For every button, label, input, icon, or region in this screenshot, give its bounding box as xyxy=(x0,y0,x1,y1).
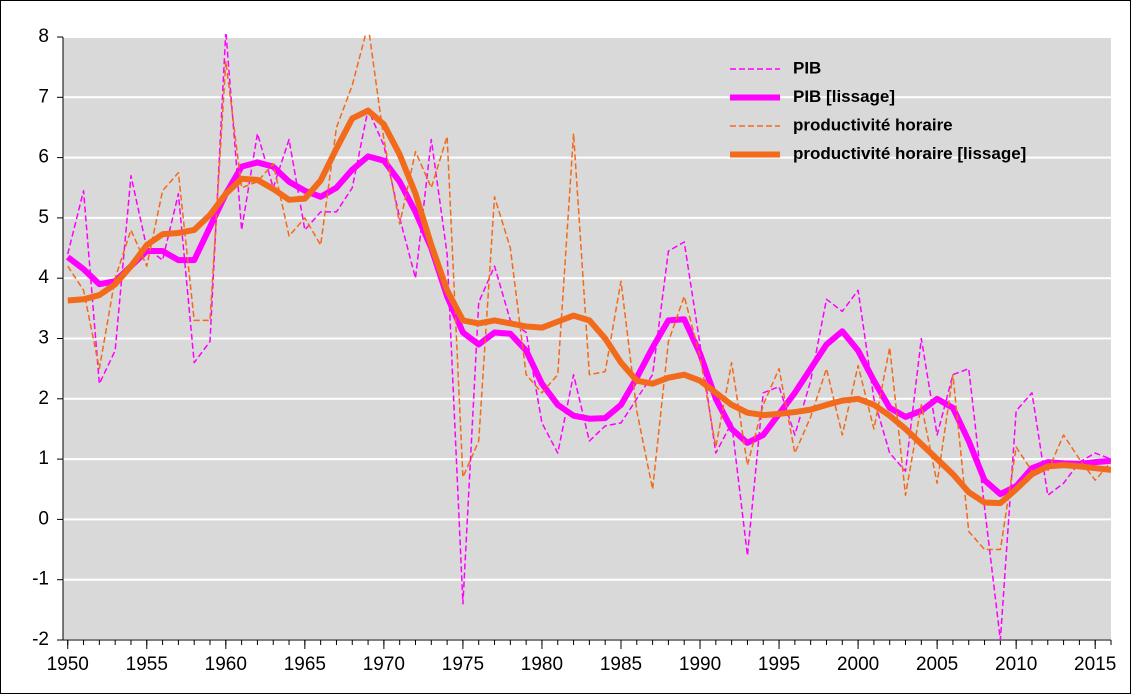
y-tick-label: 0 xyxy=(38,508,49,529)
x-tick-label: 1990 xyxy=(679,654,721,675)
x-tick-label: 1955 xyxy=(126,654,168,675)
x-tick-label: 1950 xyxy=(47,654,89,675)
y-tick-label: 3 xyxy=(38,328,49,349)
y-tick-label: 4 xyxy=(38,267,49,288)
legend-label: productivité horaire xyxy=(793,115,953,134)
y-tick-label: 7 xyxy=(38,86,49,107)
x-tick-label: 2005 xyxy=(916,654,958,675)
x-tick-label: 1985 xyxy=(600,654,642,675)
series-line xyxy=(67,107,1111,507)
x-tick-label: 1975 xyxy=(442,654,484,675)
x-tick-label: 2010 xyxy=(995,654,1037,675)
y-tick-label: 6 xyxy=(38,147,49,168)
legend-label: PIB [lissage] xyxy=(793,87,895,106)
series-line xyxy=(67,34,1111,641)
x-tick-label: 1965 xyxy=(284,654,326,675)
y-tick-label: 1 xyxy=(38,448,49,469)
series-line xyxy=(67,34,1111,551)
y-tick-label: 8 xyxy=(38,26,49,47)
series-line xyxy=(65,153,1111,498)
x-tick-label: 1980 xyxy=(521,654,563,675)
x-tick-label: 2015 xyxy=(1074,654,1116,675)
y-tick-label: 5 xyxy=(38,207,49,228)
legend-label: productivité horaire [lissage] xyxy=(793,144,1026,163)
x-tick-label: 1970 xyxy=(363,654,405,675)
y-tick-label: -1 xyxy=(32,569,49,590)
x-tick-label: 1995 xyxy=(758,654,800,675)
x-tick-label: 2000 xyxy=(837,654,879,675)
legend-label: PIB xyxy=(793,58,821,77)
y-tick-label: 2 xyxy=(38,388,49,409)
x-tick-label: 1960 xyxy=(205,654,247,675)
y-tick-label: -2 xyxy=(32,629,49,650)
